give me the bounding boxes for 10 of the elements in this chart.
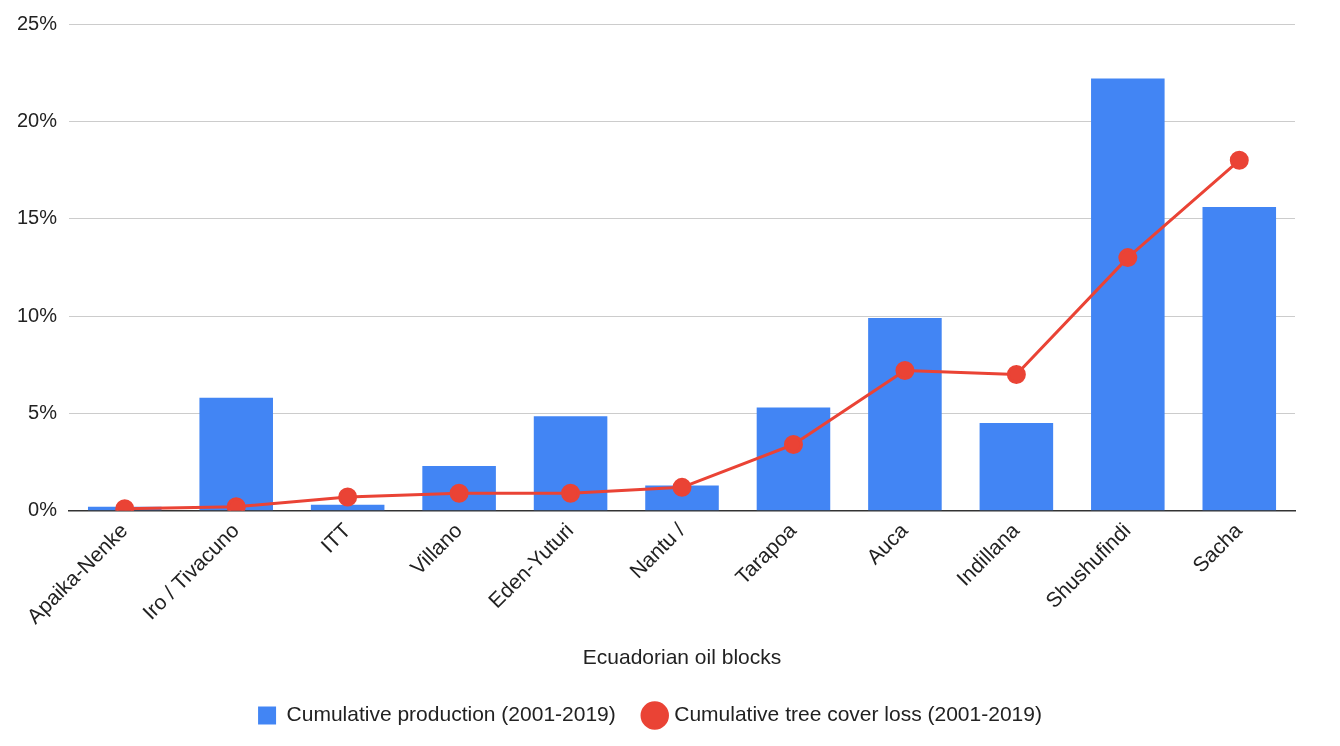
y-tick-label: 5% [28,400,58,423]
legend-label: Cumulative production (2001-2019) [286,702,616,726]
y-tick-label: 25% [17,11,58,34]
y-tick-label: 10% [17,303,58,326]
y-tick-label: 15% [17,206,58,229]
y-tick-label: 20% [17,108,58,131]
x-axis-title: Ecuadorian oil blocks [582,645,782,669]
legend-label: Cumulative tree cover loss (2001-2019) [674,702,1042,726]
x-tick-label: ITT [316,518,355,557]
y-tick-label: 0% [28,498,58,521]
